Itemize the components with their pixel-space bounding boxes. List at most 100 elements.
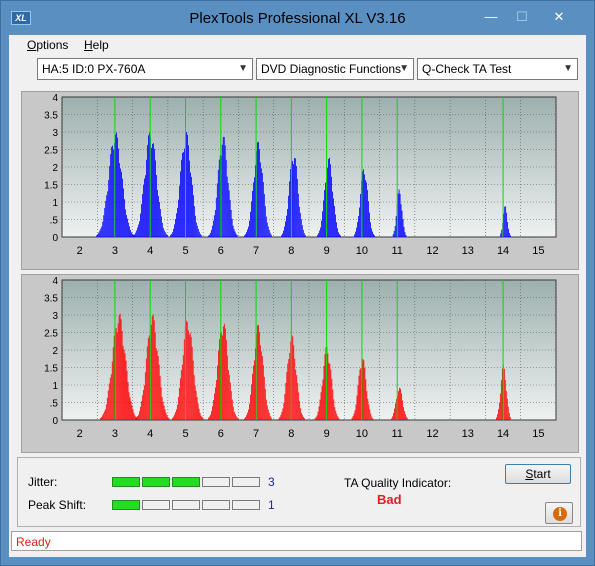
histogram-bar bbox=[164, 232, 166, 237]
histogram-bar bbox=[102, 413, 104, 420]
histogram-bar bbox=[245, 417, 246, 420]
histogram-bar bbox=[285, 382, 287, 420]
maximize-button[interactable]: ☐ bbox=[516, 9, 528, 24]
histogram-bar bbox=[299, 212, 301, 237]
histogram-bar bbox=[248, 409, 249, 420]
drive-select[interactable]: HA:5 ID:0 PX-760A ▼ bbox=[37, 58, 253, 80]
histogram-bar bbox=[282, 233, 283, 237]
histogram-bar bbox=[264, 206, 266, 237]
histogram-bar bbox=[230, 209, 232, 237]
histogram-bar bbox=[371, 416, 373, 420]
histogram-bar bbox=[323, 200, 324, 237]
histogram-bar bbox=[209, 416, 210, 420]
land-chart-panel: 2 3 4 5 6 7 8 9 10 11 12 13 14 15 0 .5 1 1.5 2 2.5 3 3.5 4 bbox=[21, 91, 579, 270]
histogram-bar bbox=[162, 401, 164, 420]
histogram-bar bbox=[194, 215, 196, 237]
histogram-bar bbox=[244, 235, 245, 237]
histogram-bar bbox=[304, 418, 306, 420]
peak-shift-meter-segment bbox=[142, 500, 170, 510]
histogram-bar bbox=[266, 222, 268, 237]
histogram-bar bbox=[182, 153, 183, 237]
histogram-bar bbox=[210, 414, 211, 420]
histogram-bar bbox=[194, 385, 196, 420]
histogram-bar bbox=[117, 137, 118, 237]
y-tick-label: 3.5 bbox=[44, 111, 58, 122]
histogram-bar bbox=[270, 234, 272, 237]
histogram-bar bbox=[362, 358, 364, 420]
histogram-bar bbox=[288, 359, 290, 420]
histogram-bar bbox=[334, 206, 335, 237]
histogram-bar bbox=[193, 206, 195, 237]
y-tick-label: 4 bbox=[52, 276, 58, 287]
histogram-bar bbox=[124, 199, 125, 237]
x-tick-label: 4 bbox=[147, 428, 153, 440]
histogram-bar bbox=[167, 417, 169, 420]
title-bar[interactable]: XL PlexTools Professional XL V3.16 — ☐ ✕ bbox=[1, 1, 594, 35]
histogram-bar bbox=[281, 235, 282, 237]
histogram-bar bbox=[141, 204, 142, 237]
histogram-bar bbox=[103, 411, 105, 420]
info-icon: i bbox=[553, 507, 567, 521]
histogram-bar bbox=[359, 207, 360, 237]
histogram-bar bbox=[252, 373, 253, 420]
histogram-bar bbox=[334, 407, 336, 420]
start-button[interactable]: Start bbox=[505, 464, 571, 484]
y-tick-label: 1 bbox=[52, 381, 58, 392]
histogram-bar bbox=[401, 393, 402, 420]
minimize-button[interactable]: — bbox=[484, 9, 498, 24]
histogram-bar bbox=[127, 218, 128, 237]
histogram-bar bbox=[506, 398, 508, 420]
histogram-bar bbox=[373, 235, 375, 237]
histogram-bar bbox=[131, 405, 133, 420]
x-tick-label: 10 bbox=[356, 245, 368, 257]
histogram-bar bbox=[235, 415, 237, 420]
histogram-bar bbox=[137, 227, 139, 237]
start-mnemonic: S bbox=[525, 467, 534, 481]
histogram-bar bbox=[372, 231, 373, 237]
histogram-bar bbox=[287, 363, 289, 420]
histogram-bar bbox=[358, 216, 359, 237]
histogram-bar bbox=[364, 367, 366, 420]
histogram-bar bbox=[98, 232, 100, 237]
histogram-bar bbox=[141, 395, 143, 420]
histogram-bar bbox=[113, 335, 115, 420]
histogram-bar bbox=[221, 144, 223, 237]
histogram-bar bbox=[165, 233, 167, 237]
test-select[interactable]: Q-Check TA Test ▼ bbox=[417, 58, 578, 80]
histogram-bar bbox=[218, 350, 219, 420]
histogram-bar bbox=[99, 418, 101, 420]
histogram-bar bbox=[173, 414, 175, 420]
histogram-bar bbox=[159, 375, 161, 420]
histogram-bar bbox=[138, 411, 140, 420]
jitter-meter-segment bbox=[112, 477, 140, 487]
menu-bar: Options Help bbox=[9, 35, 586, 55]
histogram-bar bbox=[405, 235, 407, 237]
menu-options[interactable]: Options bbox=[27, 38, 68, 52]
histogram-bar bbox=[294, 158, 296, 237]
histogram-bar bbox=[160, 387, 162, 420]
function-select[interactable]: DVD Diagnostic Functions ▼ bbox=[256, 58, 414, 80]
histogram-bar bbox=[140, 401, 142, 420]
histogram-bar bbox=[192, 195, 194, 237]
jitter-meter-segment bbox=[172, 477, 200, 487]
histogram-bar bbox=[100, 416, 102, 420]
y-tick-label: 1.5 bbox=[44, 364, 58, 375]
histogram-bar bbox=[250, 211, 251, 237]
histogram-bar bbox=[353, 413, 355, 420]
histogram-bar bbox=[289, 181, 290, 237]
histogram-bar bbox=[135, 232, 137, 237]
histogram-bar bbox=[332, 389, 334, 420]
histogram-bar bbox=[249, 403, 250, 420]
histogram-bar bbox=[507, 406, 509, 420]
histogram-bar bbox=[110, 374, 112, 420]
menu-help[interactable]: Help bbox=[84, 38, 109, 52]
close-button[interactable]: ✕ bbox=[553, 9, 565, 24]
histogram-bar bbox=[400, 204, 402, 237]
histogram-bar bbox=[265, 216, 267, 237]
histogram-bar bbox=[355, 404, 357, 420]
histogram-bar bbox=[362, 171, 363, 237]
y-tick-label: 0 bbox=[52, 233, 58, 244]
info-button[interactable]: i bbox=[545, 502, 573, 524]
histogram-bar bbox=[189, 332, 191, 420]
ta-quality-result: Bad bbox=[377, 492, 402, 507]
